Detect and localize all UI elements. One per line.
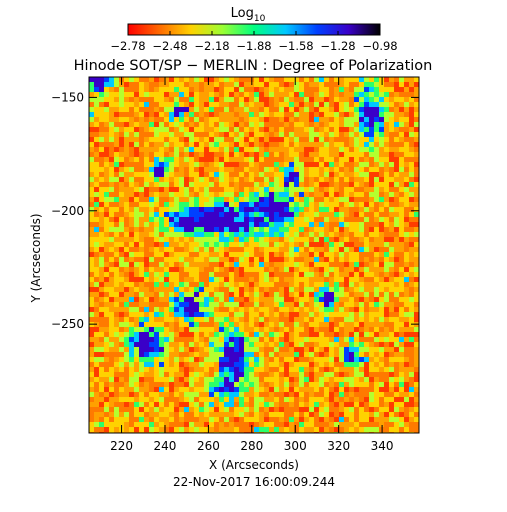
colorbar-tick-labels: −2.78 −2.48 −2.18 −1.88 −1.58 −1.28 −0.98 bbox=[110, 39, 397, 53]
colorbar-tick-label: −1.58 bbox=[278, 39, 313, 53]
colorbar-tick-label: −1.28 bbox=[320, 39, 355, 53]
x-tick-label: 320 bbox=[327, 439, 350, 453]
x-tick-label: 220 bbox=[110, 439, 133, 453]
colorbar-ticks bbox=[127, 31, 381, 35]
heatmap-image bbox=[89, 77, 419, 433]
colorbar-tick-label: −1.88 bbox=[236, 39, 271, 53]
x-axis-ticks: 220 240 260 280 300 320 340 bbox=[110, 77, 394, 453]
x-tick-label: 300 bbox=[284, 439, 307, 453]
x-tick-label: 280 bbox=[240, 439, 263, 453]
colorbar-tick-label: −0.98 bbox=[362, 39, 397, 53]
y-tick-label: −150 bbox=[51, 90, 84, 104]
timestamp: 22-Nov-2017 16:00:09.244 bbox=[173, 475, 335, 489]
y-axis-ticks: −150 −200 −250 bbox=[51, 90, 419, 331]
chart-title: Hinode SOT/SP − MERLIN : Degree of Polar… bbox=[74, 58, 433, 74]
colorbar-tick-label: −2.78 bbox=[110, 39, 145, 53]
y-tick-label: −250 bbox=[51, 317, 84, 331]
colorbar-tick-label: −2.48 bbox=[152, 39, 187, 53]
y-tick-label: −200 bbox=[51, 204, 84, 218]
y-axis-label: Y (Arcseconds) bbox=[29, 213, 43, 303]
colorbar-tick-label: −2.18 bbox=[194, 39, 229, 53]
colorbar-label: Log10 bbox=[231, 6, 266, 24]
x-tick-label: 260 bbox=[197, 439, 220, 453]
plot-frame bbox=[88, 76, 420, 434]
x-tick-label: 340 bbox=[371, 439, 394, 453]
x-tick-label: 240 bbox=[154, 439, 177, 453]
x-axis-label: X (Arcseconds) bbox=[209, 458, 299, 472]
